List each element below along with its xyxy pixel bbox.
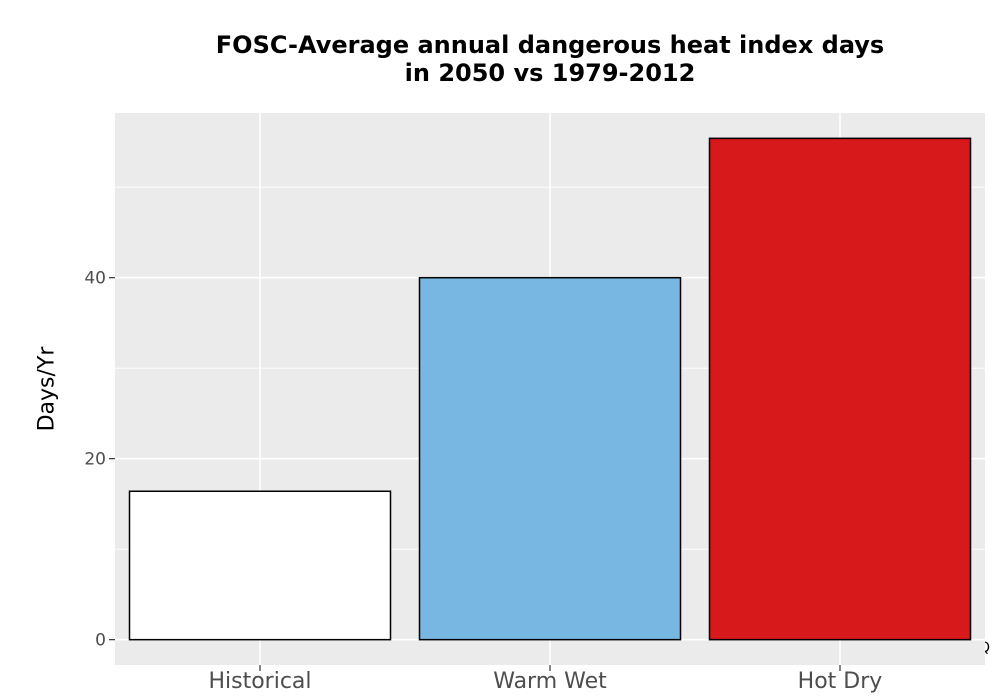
x-tick-label: Hot Dry xyxy=(798,669,883,694)
chart-title-line-1: FOSC-Average annual dangerous heat index… xyxy=(215,31,885,59)
y-axis: 0 20 40 xyxy=(84,269,115,651)
y-tick-label: 40 xyxy=(84,269,106,289)
y-tick-label: 20 xyxy=(84,450,106,470)
bar-hot-dry xyxy=(708,137,972,641)
x-axis: Historical Warm Wet Hot Dry xyxy=(208,665,882,694)
x-tick-label: Historical xyxy=(208,669,311,694)
bar-historical xyxy=(128,490,392,641)
bar-warm-wet xyxy=(418,276,682,641)
x-tick-label: Warm Wet xyxy=(493,669,607,694)
bars xyxy=(128,137,972,641)
y-tick-label: 0 xyxy=(95,631,106,651)
chart-title-line-2: in 2050 vs 1979-2012 xyxy=(404,59,696,87)
